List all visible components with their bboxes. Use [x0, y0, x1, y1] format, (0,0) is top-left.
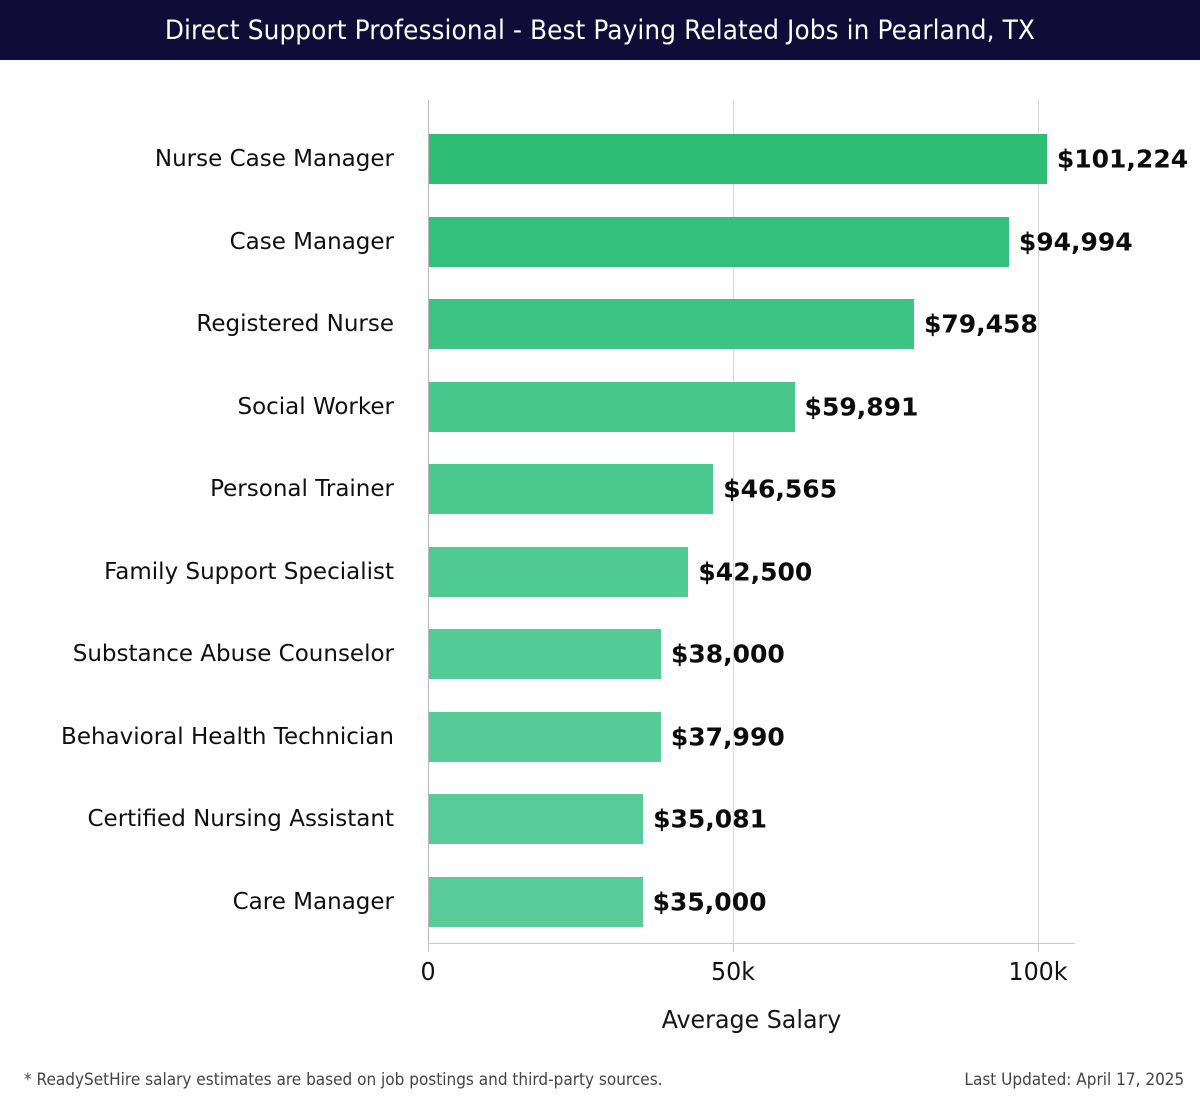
bar[interactable]	[429, 629, 661, 680]
bar[interactable]	[429, 299, 914, 350]
bar[interactable]	[429, 464, 714, 515]
page-title: Direct Support Professional - Best Payin…	[164, 14, 1036, 46]
x-tick-mark	[428, 943, 429, 952]
category-label-container: Family Support Specialist	[0, 547, 411, 597]
x-tick-mark	[1038, 943, 1040, 952]
bar-row[interactable]: $101,224 Nurse Case Manager	[155, 134, 1188, 185]
bar-row[interactable]: $35,000 Care Manager	[233, 876, 1075, 927]
chart-area: 0 50k 100k $101,224 Nurse Case Manager $94,9…	[0, 60, 1200, 1060]
category-label: Personal Trainer	[210, 476, 394, 503]
bar-row[interactable]: $35,081 Certified Nursing Assistant	[87, 794, 1075, 845]
bar-row[interactable]: $94,994 Case Manager	[230, 216, 1133, 267]
category-label: Nurse Case Manager	[154, 146, 394, 173]
x-tick-label: 50k	[711, 957, 756, 986]
bar[interactable]	[429, 216, 1009, 267]
bar-row[interactable]: $79,458 Registered Nurse	[196, 299, 1075, 350]
bar-value-label: $59,891	[804, 392, 919, 422]
category-label-container: Substance Abuse Counselor	[0, 629, 411, 679]
title-bar: Direct Support Professional - Best Payin…	[0, 0, 1200, 60]
bar-row[interactable]: $46,565 Personal Trainer	[210, 464, 1075, 515]
category-label-container: Nurse Case Manager	[0, 134, 411, 184]
gridline	[1038, 100, 1040, 943]
footer: * ReadySetHire salary estimates are base…	[0, 1070, 1200, 1120]
bar-value-label: $94,994	[1018, 227, 1133, 257]
category-label-container: Behavioral Health Technician	[0, 712, 411, 762]
bar-value-label: $42,500	[698, 557, 813, 587]
bar-value-label: $38,000	[670, 639, 785, 669]
bar[interactable]	[429, 794, 644, 845]
category-label: Case Manager	[229, 228, 394, 255]
category-label-container: Social Worker	[0, 382, 411, 432]
x-tick-label: 100k	[1008, 957, 1068, 986]
category-label: Behavioral Health Technician	[61, 723, 394, 750]
category-label-container: Case Manager	[0, 217, 411, 267]
bar-row[interactable]: $37,990 Behavioral Health Technician	[61, 711, 1075, 762]
bar[interactable]	[429, 134, 1047, 185]
category-label: Family Support Specialist	[104, 558, 394, 585]
category-label-container: Registered Nurse	[0, 299, 411, 349]
category-label: Certified Nursing Assistant	[87, 806, 394, 833]
category-label-container: Care Manager	[0, 877, 411, 927]
bar-value-label: $101,224	[1056, 144, 1189, 174]
bar-value-label: $46,565	[723, 474, 838, 504]
bar-row[interactable]: $42,500 Family Support Specialist	[104, 546, 1075, 597]
bar-value-label: $79,458	[923, 309, 1038, 339]
bar-value-label: $35,081	[653, 804, 767, 834]
x-tick-mark	[733, 943, 735, 952]
bar-row[interactable]: $38,000 Substance Abuse Counselor	[73, 629, 1075, 680]
bar-value-label: $37,990	[670, 722, 785, 752]
category-label-container: Personal Trainer	[0, 464, 411, 514]
bar[interactable]	[429, 711, 661, 762]
gridline	[733, 100, 735, 943]
footer-last-updated: Last Updated: April 17, 2025	[964, 1070, 1184, 1090]
x-tick-label: 0	[420, 957, 436, 986]
bar[interactable]	[429, 381, 795, 432]
bar[interactable]	[429, 546, 689, 597]
x-axis-line	[428, 943, 1075, 944]
y-axis-line	[428, 100, 429, 943]
category-label: Social Worker	[237, 393, 394, 420]
bar[interactable]	[429, 876, 643, 927]
x-axis-title: Average Salary	[661, 1005, 842, 1034]
category-label: Care Manager	[232, 888, 394, 915]
category-label: Substance Abuse Counselor	[72, 641, 394, 668]
footer-disclaimer: * ReadySetHire salary estimates are base…	[24, 1070, 663, 1090]
category-label: Registered Nurse	[196, 311, 394, 338]
plot-area: 0 50k 100k $101,224 Nurse Case Manager $94,9…	[61, 100, 1188, 986]
bar-row[interactable]: $59,891 Social Worker	[237, 381, 1075, 432]
bar-value-label: $35,000	[652, 887, 767, 917]
category-label-container: Certified Nursing Assistant	[0, 794, 411, 844]
